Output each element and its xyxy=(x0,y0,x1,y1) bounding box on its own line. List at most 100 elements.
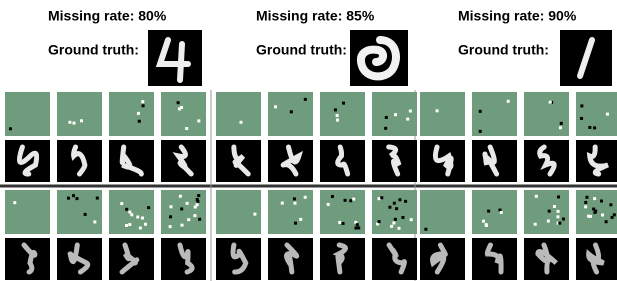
pixel xyxy=(392,221,395,224)
pixel xyxy=(394,218,397,221)
pixel xyxy=(290,110,293,113)
pixel xyxy=(142,104,145,107)
masked-image xyxy=(372,92,417,136)
masked-image xyxy=(576,92,617,136)
pixel xyxy=(560,122,563,125)
pixel xyxy=(394,113,397,116)
pixel xyxy=(139,226,142,229)
ground-truth-label: Ground truth: xyxy=(458,42,549,58)
pixel xyxy=(274,105,277,108)
pixel xyxy=(169,215,172,218)
pixel xyxy=(401,216,404,219)
masked-image xyxy=(109,92,154,136)
pixel xyxy=(356,223,359,226)
pixel xyxy=(67,197,70,200)
tile-bg xyxy=(472,190,517,234)
missing-rate: Missing rate: 90% xyxy=(458,8,577,24)
pixel xyxy=(587,215,590,218)
tile-bg xyxy=(420,190,465,234)
pixel xyxy=(549,101,552,104)
pixel xyxy=(406,118,409,121)
tile-bg xyxy=(320,92,365,136)
pixel xyxy=(393,202,396,205)
pixel xyxy=(84,213,87,216)
pixel xyxy=(253,213,256,216)
pixel xyxy=(197,194,200,197)
reconstruction-image xyxy=(576,140,617,182)
pixel xyxy=(169,205,172,208)
reconstruction-image xyxy=(5,140,50,182)
masked-image xyxy=(109,190,154,234)
pixel xyxy=(128,211,131,214)
masked-image xyxy=(576,190,617,234)
reconstruction-image xyxy=(161,238,206,280)
tile-bg xyxy=(216,92,261,136)
pixel xyxy=(404,200,407,203)
pixel xyxy=(357,226,360,229)
pixel xyxy=(331,195,334,198)
pixel xyxy=(73,122,76,125)
pixel xyxy=(194,205,197,208)
masked-image xyxy=(372,190,417,234)
tile-bg xyxy=(420,92,465,136)
pixel xyxy=(482,220,485,223)
reconstruction-image xyxy=(472,140,517,182)
pixel xyxy=(354,227,357,230)
pixel xyxy=(613,213,616,216)
ground-truth-image xyxy=(560,30,612,86)
pixel xyxy=(240,121,243,124)
pixel xyxy=(349,199,352,202)
pixel xyxy=(609,203,612,206)
pixel xyxy=(13,201,16,204)
masked-image xyxy=(161,190,206,234)
pixel xyxy=(197,119,200,122)
tile-bg xyxy=(472,92,517,136)
reconstruction-image xyxy=(216,238,261,280)
pixel xyxy=(556,215,559,218)
masked-image xyxy=(57,92,102,136)
pixel xyxy=(424,228,427,231)
missing-rate: Missing rate: 80% xyxy=(48,8,167,24)
pixel xyxy=(479,130,482,133)
pixel xyxy=(479,110,482,113)
pixel xyxy=(548,210,551,213)
tile-bg xyxy=(524,92,569,136)
pixel xyxy=(535,195,538,198)
masked-image xyxy=(57,190,102,234)
masked-image xyxy=(5,92,50,136)
pixel xyxy=(585,196,588,199)
pixel xyxy=(169,225,172,228)
tile-bg xyxy=(57,190,102,234)
reconstruction-image xyxy=(472,238,517,280)
pixel xyxy=(601,214,604,217)
pixel xyxy=(397,227,400,230)
reconstruction-image xyxy=(420,238,465,280)
masked-image xyxy=(472,92,517,136)
pixel xyxy=(436,109,439,112)
pixel xyxy=(93,220,96,223)
reconstruction-image xyxy=(420,140,465,182)
pixel xyxy=(294,222,297,225)
reconstruction-image xyxy=(576,238,617,280)
pixel xyxy=(580,117,583,120)
pixel xyxy=(68,121,71,124)
pixel xyxy=(125,224,128,227)
reconstruction-image xyxy=(109,238,154,280)
pixel xyxy=(125,208,128,211)
reconstruction-image xyxy=(524,238,569,280)
pixel xyxy=(584,201,587,204)
pixel xyxy=(181,224,184,227)
tile-bg xyxy=(161,92,206,136)
pixel xyxy=(378,197,381,200)
pixel xyxy=(299,218,302,221)
pixel xyxy=(553,205,556,208)
pixel xyxy=(136,216,139,219)
pixel xyxy=(611,216,614,219)
masked-image xyxy=(320,190,365,234)
pixel xyxy=(72,194,75,197)
pixel xyxy=(334,108,337,111)
pixel xyxy=(487,210,490,213)
pixel xyxy=(388,206,391,209)
tile-bg xyxy=(109,190,154,234)
pixel xyxy=(336,119,339,122)
